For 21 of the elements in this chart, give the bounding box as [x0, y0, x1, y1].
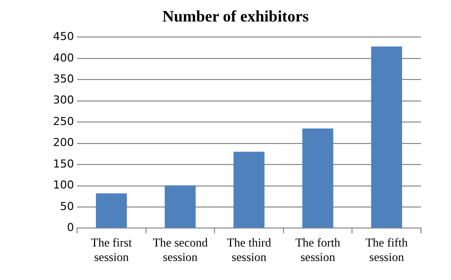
x-tick-label: The second session: [152, 236, 208, 264]
y-tick-label: 350: [52, 72, 74, 86]
y-tick-label: 400: [52, 51, 74, 64]
bar: [371, 46, 402, 228]
y-tick-label: 150: [52, 157, 74, 170]
bar: [234, 152, 264, 228]
x-tick-label: The forth session: [295, 236, 340, 264]
chart-title: Number of exhibitors: [162, 8, 309, 26]
y-tick-label: 250: [52, 114, 74, 128]
y-tick-label: 300: [52, 94, 74, 107]
y-tick-label: 450: [52, 30, 74, 44]
bar: [302, 128, 334, 228]
y-tick-label: 200: [52, 136, 74, 150]
y-tick-label: 0: [66, 221, 74, 234]
bar: [96, 193, 127, 228]
x-tick-label: The third session: [226, 236, 272, 264]
x-tick-label: The first session: [90, 236, 133, 264]
y-tick-label: 100: [52, 178, 74, 192]
x-tick-label: The fifth session: [365, 236, 408, 264]
y-tick-label: 50: [60, 200, 74, 213]
bar: [164, 185, 196, 228]
